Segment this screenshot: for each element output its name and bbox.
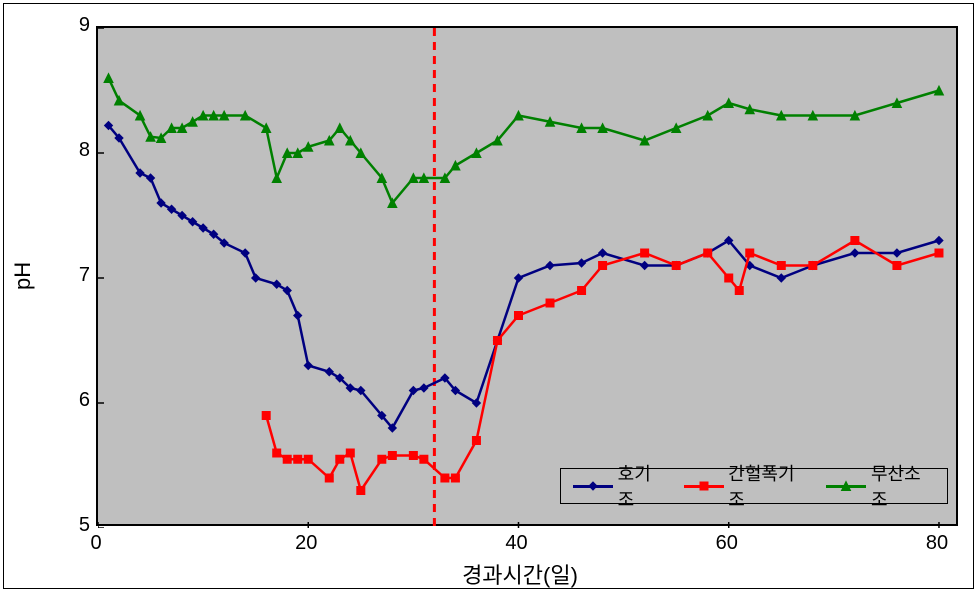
square-icon <box>697 479 711 493</box>
legend-item: 호기조 <box>573 460 666 512</box>
legend-text: 간헐폭기조 <box>728 460 808 512</box>
legend-swatch <box>573 477 612 495</box>
legend: 호기조간헐폭기조무산소조 <box>560 468 948 504</box>
y-axis-label-text: pH <box>10 262 35 290</box>
legend-swatch <box>826 477 865 495</box>
x-tick-label: 40 <box>496 532 536 555</box>
diamond-icon <box>586 479 600 493</box>
plot-svg <box>98 28 960 528</box>
y-tick-label: 6 <box>66 389 90 412</box>
legend-text: 무산소조 <box>871 460 935 512</box>
y-axis-label: pH <box>10 250 70 290</box>
legend-swatch <box>684 477 723 495</box>
legend-text: 호기조 <box>618 460 666 512</box>
x-tick-label: 80 <box>917 532 957 555</box>
plot-area <box>96 26 958 526</box>
chart-container: 56789 020406080 pH 경과시간(일) 호기조간헐폭기조무산소조 <box>10 10 969 584</box>
triangle-icon <box>839 479 853 493</box>
y-tick-label: 9 <box>66 14 90 37</box>
legend-item: 간헐폭기조 <box>684 460 809 512</box>
x-axis-label: 경과시간(일) <box>390 558 650 590</box>
x-tick-label: 0 <box>76 532 116 555</box>
x-axis-label-text: 경과시간(일) <box>462 563 578 588</box>
legend-item: 무산소조 <box>826 460 935 512</box>
y-tick-label: 8 <box>66 139 90 162</box>
x-tick-label: 20 <box>286 532 326 555</box>
x-tick-label: 60 <box>707 532 747 555</box>
